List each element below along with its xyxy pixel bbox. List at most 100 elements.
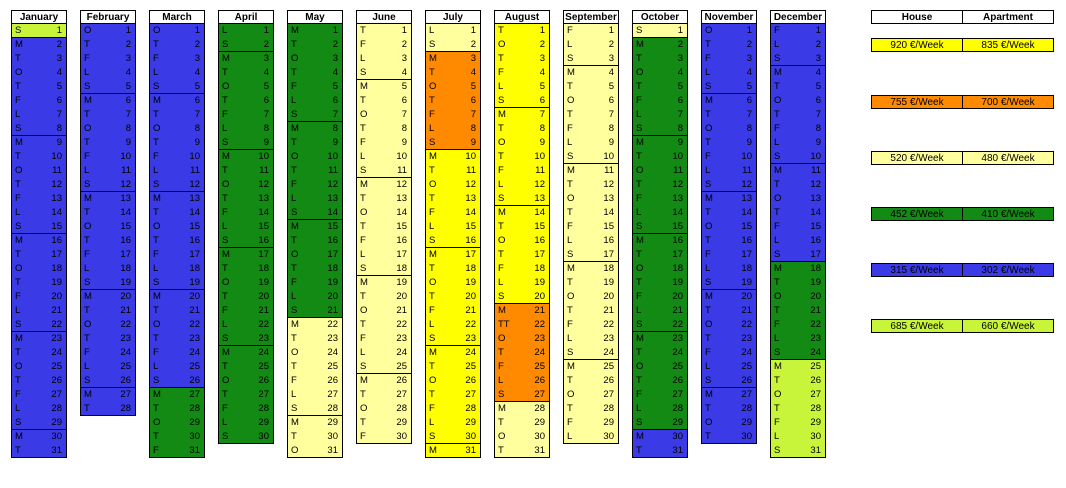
weekday-letter: S <box>84 375 91 386</box>
day-number: 21 <box>465 305 476 316</box>
weekday-letter: S <box>360 361 367 372</box>
day-number: 21 <box>258 305 269 316</box>
weekday-letter: F <box>291 277 297 288</box>
day-number: 29 <box>810 417 821 428</box>
day-number: 4 <box>263 67 269 78</box>
day-number: 4 <box>194 67 200 78</box>
day-number: 10 <box>189 151 200 162</box>
day-number: 25 <box>51 361 62 372</box>
weekday-letter: T <box>636 375 642 386</box>
weekday-letter: S <box>153 277 160 288</box>
day-cell: O 31 <box>287 444 343 458</box>
day-number: 18 <box>327 263 338 274</box>
day-number: 28 <box>534 403 545 414</box>
day-number: 15 <box>741 221 752 232</box>
day-cell: L 25 <box>701 360 757 374</box>
weekday-letter: F <box>636 193 642 204</box>
day-cell: O 19 <box>425 276 481 290</box>
day-number: 13 <box>258 193 269 204</box>
day-number: 14 <box>465 207 476 218</box>
day-number: 20 <box>810 291 821 302</box>
day-number: 27 <box>51 389 62 400</box>
weekday-letter: F <box>84 249 90 260</box>
day-cell: S 19 <box>80 276 136 290</box>
day-cell: T 18 <box>425 262 481 276</box>
weekday-letter: S <box>291 109 298 120</box>
day-number: 29 <box>189 417 200 428</box>
weekday-letter: T <box>498 53 504 64</box>
legend-header-apartment: Apartment <box>962 10 1054 24</box>
weekday-letter: S <box>636 319 643 330</box>
day-cell: M 18 <box>563 262 619 276</box>
day-number: 28 <box>396 403 407 414</box>
month-title: April <box>218 10 274 24</box>
weekday-letter: O <box>429 81 437 92</box>
day-cell: S 12 <box>149 178 205 192</box>
month-title: November <box>701 10 757 24</box>
weekday-letter: L <box>705 67 711 78</box>
day-number: 17 <box>465 249 476 260</box>
weekday-letter: F <box>636 95 642 106</box>
weekday-letter: F <box>15 291 21 302</box>
day-cell: M 11 <box>563 164 619 178</box>
weekday-letter: M <box>567 165 575 176</box>
day-number: 8 <box>401 123 407 134</box>
day-cell: T 15 <box>356 220 412 234</box>
weekday-letter: S <box>705 277 712 288</box>
weekday-letter: M <box>84 95 92 106</box>
day-cell: T 29 <box>494 416 550 430</box>
day-cell: F 28 <box>425 402 481 416</box>
weekday-letter: L <box>429 25 435 36</box>
day-number: 5 <box>815 81 821 92</box>
day-cell: L 15 <box>425 220 481 234</box>
day-number: 22 <box>120 319 131 330</box>
weekday-letter: T <box>705 431 711 442</box>
day-number: 5 <box>677 81 683 92</box>
weekday-letter: T <box>84 305 90 316</box>
day-cell: M 22 <box>287 318 343 332</box>
day-number: 6 <box>539 95 545 106</box>
day-cell: S 17 <box>563 248 619 262</box>
day-number: 12 <box>396 179 407 190</box>
day-number: 9 <box>401 137 407 148</box>
weekday-letter: O <box>84 123 92 134</box>
day-cell: T 25 <box>425 360 481 374</box>
day-number: 27 <box>810 389 821 400</box>
weekday-letter: L <box>705 165 711 176</box>
weekday-letter: M <box>291 417 299 428</box>
weekday-letter: L <box>429 221 435 232</box>
weekday-letter: O <box>498 431 506 442</box>
day-number: 16 <box>534 235 545 246</box>
day-cell: T 23 <box>701 332 757 346</box>
weekday-letter: O <box>429 179 437 190</box>
day-number: 14 <box>120 207 131 218</box>
day-cell: M 26 <box>356 374 412 388</box>
day-number: 23 <box>189 333 200 344</box>
day-cell: F 17 <box>80 248 136 262</box>
day-number: 21 <box>603 305 614 316</box>
day-cell: T 11 <box>218 164 274 178</box>
weekday-letter: L <box>774 431 780 442</box>
day-number: 28 <box>258 403 269 414</box>
day-number: 14 <box>258 207 269 218</box>
day-number: 31 <box>189 445 200 456</box>
day-cell: F 14 <box>218 206 274 220</box>
day-cell: L 23 <box>563 332 619 346</box>
day-number: 10 <box>258 151 269 162</box>
day-number: 11 <box>535 165 545 176</box>
day-number: 26 <box>465 375 476 386</box>
weekday-letter: M <box>153 291 161 302</box>
day-cell: F 27 <box>632 388 688 402</box>
day-number: 11 <box>52 165 62 176</box>
